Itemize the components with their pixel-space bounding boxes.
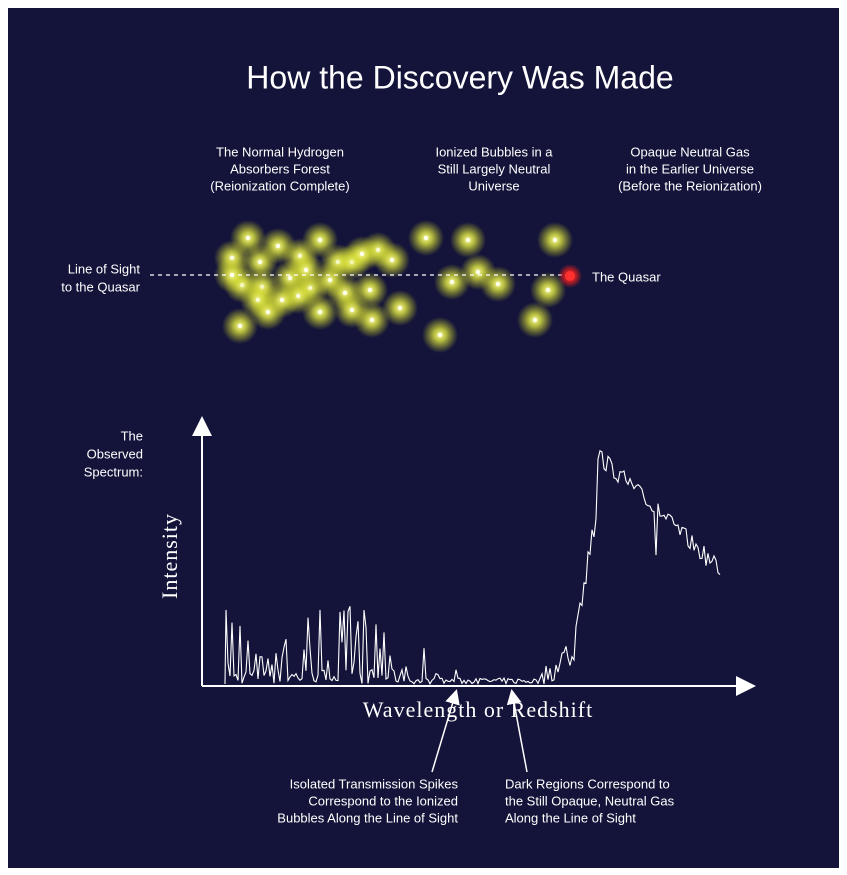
absorber — [303, 267, 309, 273]
title: How the Discovery Was Made — [246, 59, 673, 95]
absorber — [245, 235, 251, 241]
region-label: in the Earlier Universe — [626, 161, 754, 176]
x-axis-label: Wavelength or Redshift — [363, 697, 593, 722]
absorber — [552, 237, 558, 243]
absorber — [317, 237, 323, 243]
region-label: (Reionization Complete) — [210, 178, 349, 193]
quasar — [565, 271, 575, 281]
note: Correspond to the Ionized — [308, 793, 458, 808]
absorber — [237, 323, 243, 329]
absorber — [449, 279, 455, 285]
quasar-label: The Quasar — [592, 269, 661, 284]
spectrum — [224, 449, 721, 686]
sight-label: to the Quasar — [61, 279, 140, 294]
absorber — [423, 235, 429, 241]
absorber — [257, 259, 263, 265]
absorber — [397, 305, 403, 311]
region-label: The Normal Hydrogen — [216, 144, 344, 159]
absorber — [465, 237, 471, 243]
absorbers — [214, 220, 573, 353]
arrow — [506, 689, 528, 773]
region-label: Universe — [468, 178, 519, 193]
note: Dark Regions Correspond to — [505, 776, 670, 791]
sight-label: Line of Sight — [68, 261, 141, 276]
note: Along the Line of Sight — [505, 810, 636, 825]
spectrum-label: The — [121, 428, 143, 443]
region-label: (Before the Reionization) — [618, 178, 762, 193]
region-label: Absorbers Forest — [230, 161, 330, 176]
absorber — [389, 257, 395, 263]
absorber — [327, 277, 333, 283]
note: Isolated Transmission Spikes — [290, 776, 459, 791]
spectrum-label: Observed — [87, 446, 143, 461]
region-label: Opaque Neutral Gas — [630, 144, 750, 159]
absorber — [532, 317, 538, 323]
region-label: Ionized Bubbles in a — [435, 144, 553, 159]
arrow — [431, 689, 460, 773]
absorber — [437, 332, 443, 338]
panel — [8, 8, 839, 868]
absorber — [275, 243, 281, 249]
absorber — [279, 297, 285, 303]
absorber — [475, 269, 481, 275]
absorber — [367, 287, 373, 293]
note: Bubbles Along the Line of Sight — [277, 810, 458, 825]
y-axis-label: Intensity — [157, 513, 182, 599]
absorber — [545, 287, 551, 293]
note: the Still Opaque, Neutral Gas — [505, 793, 675, 808]
absorber — [317, 309, 323, 315]
absorber — [369, 317, 375, 323]
absorber — [349, 307, 355, 313]
spectrum-label: Spectrum: — [84, 464, 143, 479]
absorber — [359, 251, 365, 257]
region-label: Still Largely Neutral — [438, 161, 551, 176]
absorber — [495, 281, 501, 287]
